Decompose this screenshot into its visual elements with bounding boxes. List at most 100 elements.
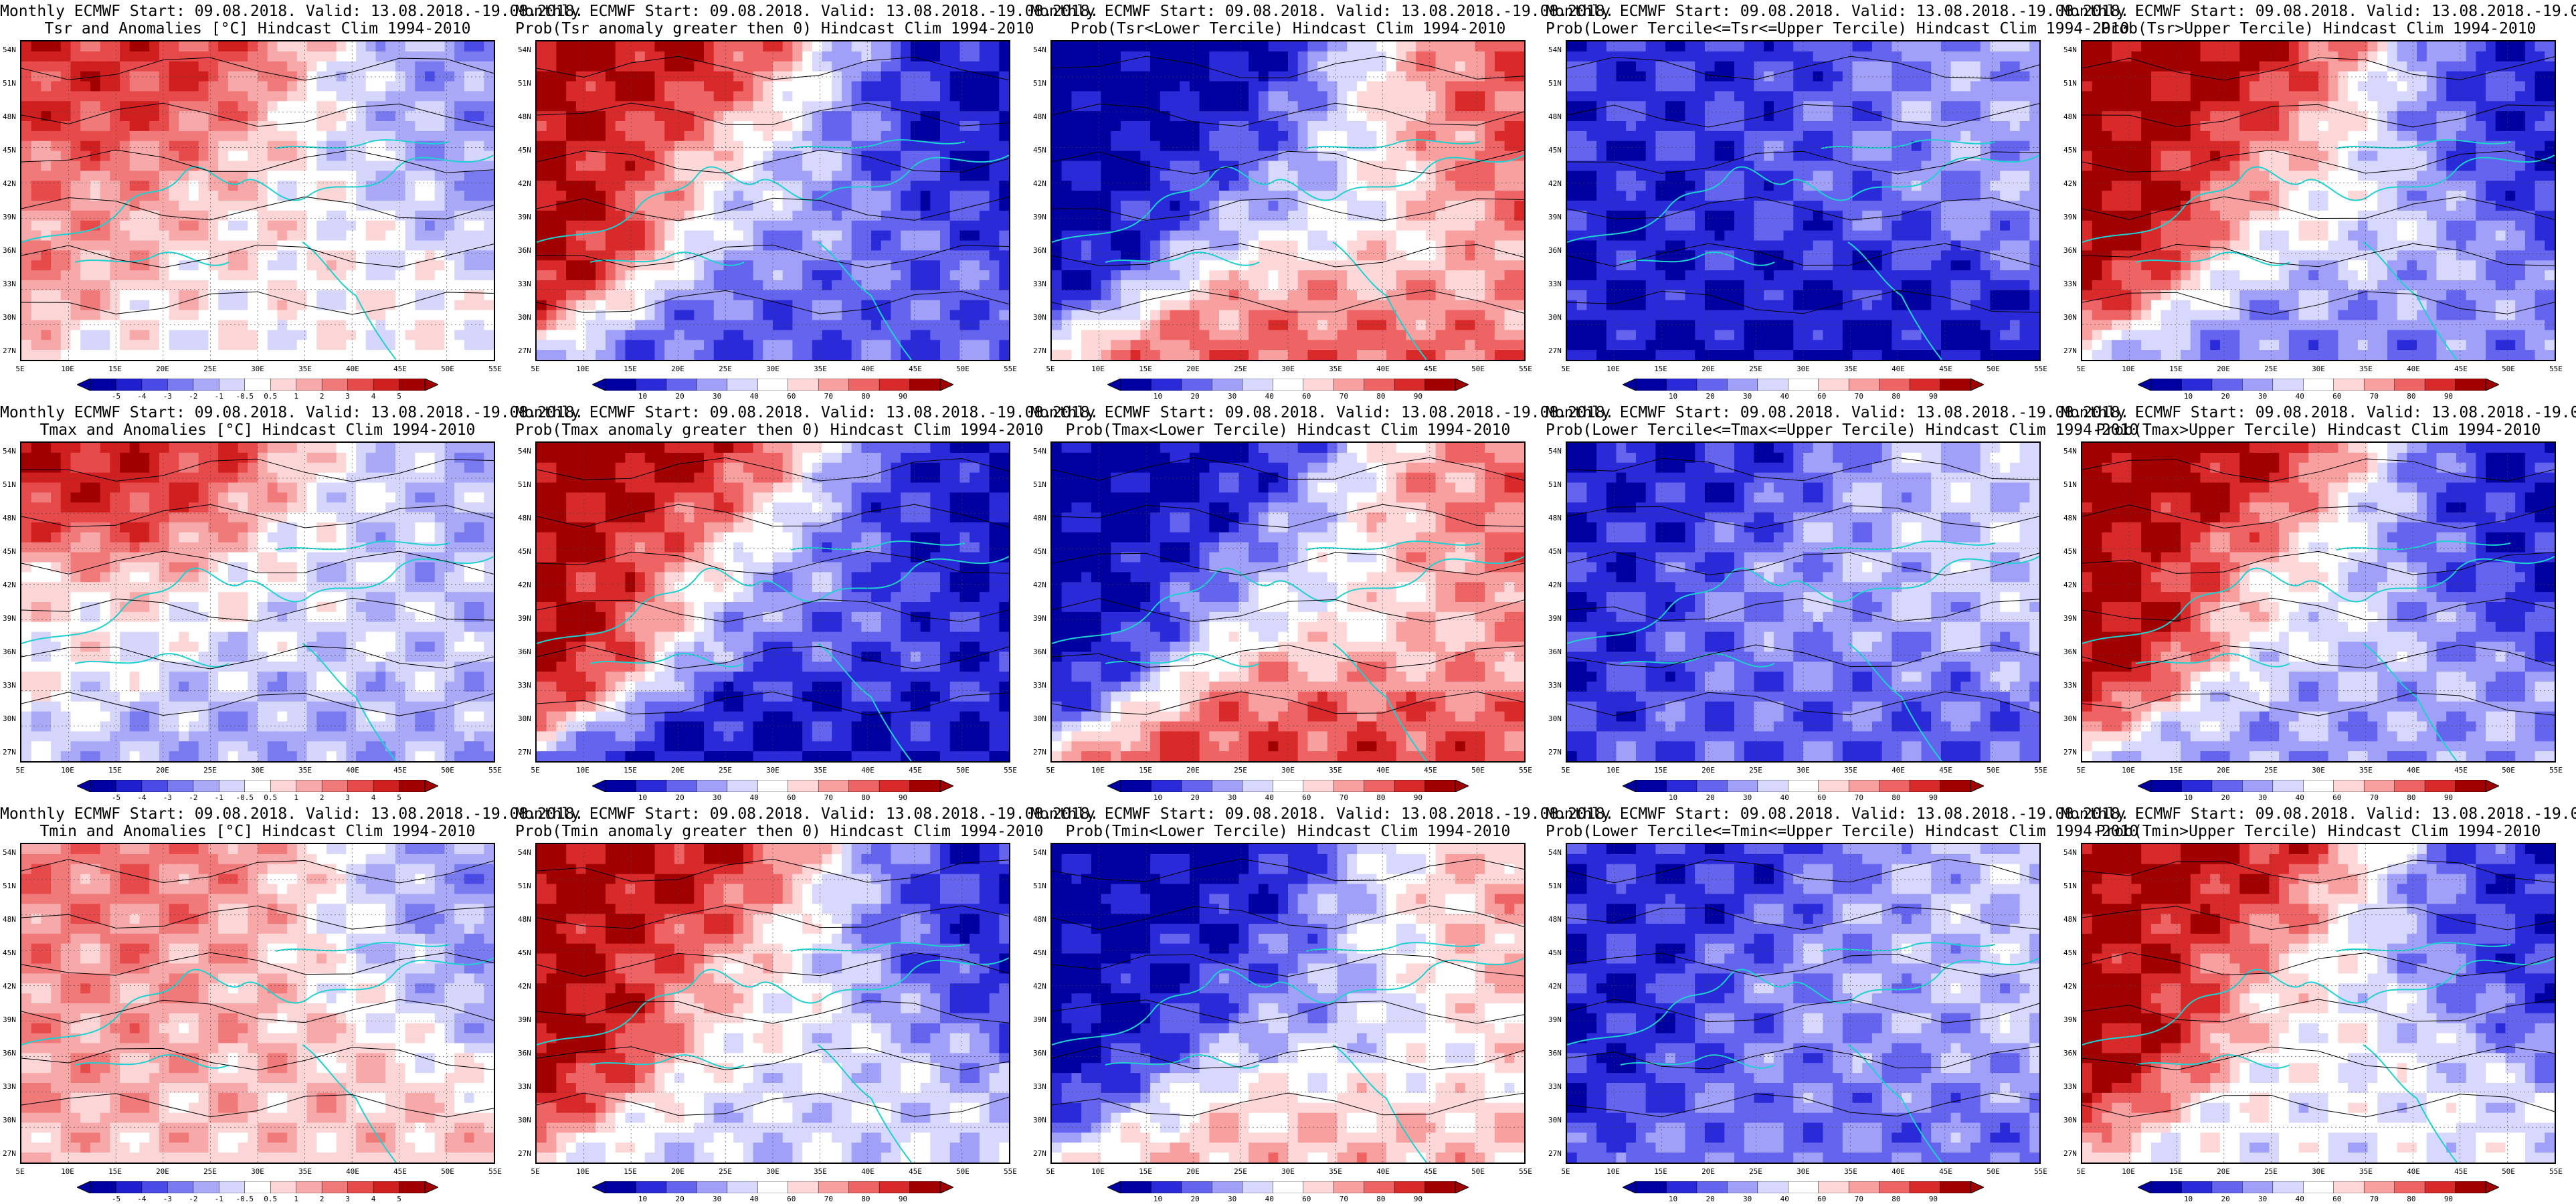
latitude-label: 48N [1033,915,1050,924]
map-field [1567,844,2039,1163]
longitude-label: 50E [1987,766,2000,775]
colorbar-tick-label: 40 [1265,793,1274,802]
map-panel-7: Monthly ECMWF Start: 09.08.2018. Valid: … [515,401,1099,803]
map-area [20,843,495,1164]
map-panel-12: Monthly ECMWF Start: 09.08.2018. Valid: … [515,803,1099,1204]
latitude-label: 45N [1548,948,1566,957]
map-field [21,41,494,360]
colorbar-tick-label: 80 [1376,392,1385,401]
latitude-label: 36N [518,1049,535,1058]
longitude-label: 30E [766,766,779,775]
colorbar-tick-label: 80 [1376,793,1385,802]
longitude-label: 5E [1561,766,1570,775]
colorbar-tick-label: 20 [2221,1195,2229,1203]
latitude-label: 36N [1033,246,1050,255]
colorbar [2138,1181,2499,1193]
colorbar-tick-label: 10 [2184,793,2193,802]
latitude-label: 30N [1033,313,1050,322]
map-field [2082,41,2555,360]
longitude-label: 20E [671,1167,684,1176]
colorbar-tick-label: -0.5 [236,392,254,401]
panel-title: Prob(Tmax<Lower Tercile) Hindcast Clim 1… [1030,421,1546,439]
longitude-label: 35E [1329,766,1342,775]
longitude-label: 35E [2359,766,2373,775]
longitude-label: 25E [2264,766,2278,775]
longitude-label: 35E [814,365,827,373]
longitude-label: 45E [1424,766,1437,775]
colorbar [592,379,953,391]
map-area [2081,843,2556,1164]
map-area [535,441,1010,763]
longitude-label: 25E [719,766,732,775]
latitude-label: 51N [518,480,535,489]
longitude-label: 40E [2407,766,2420,775]
panel-title: Prob(Lower Tercile<=Tsr<=Upper Tercile) … [1546,20,2129,37]
map-panel-10: Monthly ECMWF Start: 09.08.2018. Valid: … [2061,401,2576,803]
colorbar [1623,780,1984,792]
longitude-label: 30E [766,1167,779,1176]
colorbar-tick-label: 70 [824,793,833,802]
colorbar-tick-label: -2 [189,793,197,802]
colorbar-tick-label: 30 [713,1195,721,1203]
latitude-label: 48N [1033,514,1050,522]
longitude-label: 45E [1939,365,1952,373]
longitude-label: 40E [861,365,875,373]
latitude-label: 36N [1033,1049,1050,1058]
longitude-label: 55E [2549,1167,2563,1176]
colorbar-tick-label: 90 [1929,392,1938,401]
longitude-label: 40E [1892,766,1905,775]
longitude-label: 30E [251,766,264,775]
colorbar-tick-label: 80 [2407,1195,2415,1203]
latitude-label: 45N [3,547,20,556]
longitude-label: 25E [1749,1167,1762,1176]
longitude-label: 55E [1004,365,1017,373]
longitude-label: 35E [2359,1167,2373,1176]
latitude-label: 45N [3,146,20,155]
colorbar-tick-label: 60 [1817,392,1826,401]
map-area [535,843,1010,1164]
latitude-label: 54N [3,447,20,456]
panel-title: Tmin and Anomalies [°C] Hindcast Clim 19… [0,823,515,840]
colorbar-tick-label: 60 [787,392,796,401]
longitude-label: 35E [298,766,312,775]
longitude-label: 30E [2312,1167,2325,1176]
latitude-label: 39N [1033,614,1050,623]
latitude-label: 30N [1548,714,1566,723]
longitude-label: 5E [531,1167,539,1176]
map-panel-3: Monthly ECMWF Start: 09.08.2018. Valid: … [1030,0,1614,401]
longitude-label: 20E [2217,766,2230,775]
latitude-label: 33N [1033,1082,1050,1091]
longitude-label: 30E [766,365,779,373]
colorbar [1107,1181,1469,1193]
map-area [1050,40,1526,361]
panel-header: Monthly ECMWF Start: 09.08.2018. Valid: … [0,805,583,823]
latitude-label: 39N [518,213,535,221]
colorbar-tick-label: 70 [1855,793,1863,802]
colorbar-tick-label: 30 [1228,392,1236,401]
colorbar-tick-label: 20 [675,1195,684,1203]
longitude-label: 55E [488,1167,502,1176]
colorbar-tick-label: 20 [1190,1195,1199,1203]
latitude-label: 48N [3,915,20,924]
map-area [1566,40,2041,361]
latitude-label: 33N [3,681,20,690]
longitude-label: 10E [1091,365,1105,373]
colorbar-tick-label: -4 [137,392,146,401]
longitude-label: 15E [624,766,637,775]
longitude-label: 50E [956,766,970,775]
longitude-label: 20E [671,766,684,775]
longitude-label: 25E [203,1167,217,1176]
map-panel-11: Monthly ECMWF Start: 09.08.2018. Valid: … [0,803,583,1204]
longitude-label: 10E [2122,1167,2135,1176]
colorbar [2138,780,2499,792]
latitude-label: 48N [518,915,535,924]
colorbar-tick-label: -3 [163,1195,172,1203]
colorbar-tick-label: 70 [1855,1195,1863,1203]
panel-title: Prob(Tsr<Lower Tercile) Hindcast Clim 19… [1030,20,1546,37]
longitude-label: 15E [1139,365,1152,373]
longitude-label: 30E [1797,766,1810,775]
latitude-label: 51N [1548,79,1566,88]
colorbar-tick-label: 20 [1706,1195,1714,1203]
latitude-label: 42N [1548,581,1566,589]
latitude-label: 54N [2063,45,2081,54]
